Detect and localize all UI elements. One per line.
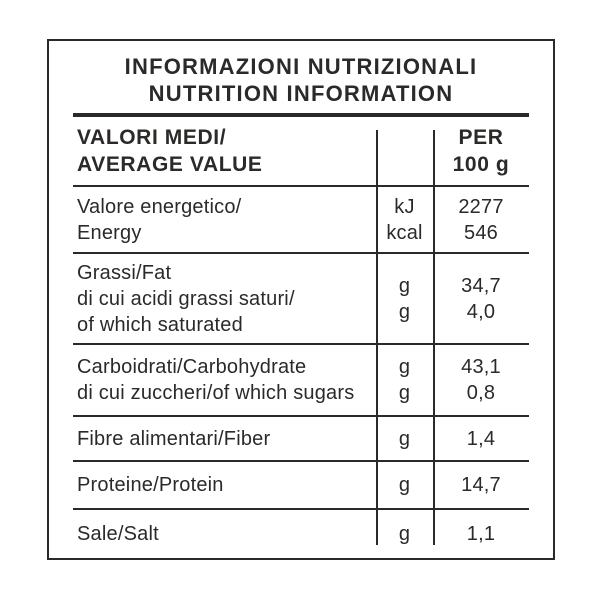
unit-kcal: kcal [386, 221, 423, 244]
value-fiber: 1,4 [466, 427, 496, 450]
label-title: INFORMAZIONI NUTRIZIONALI NUTRITION INFO… [49, 41, 553, 113]
row-label-salt: Sale/Salt [73, 510, 376, 558]
label-line: Proteine/Protein [77, 474, 224, 496]
column-divider-right [433, 130, 435, 545]
nutrition-table: VALORI MEDI/ AVERAGE VALUE PER 100 g Val… [73, 113, 529, 558]
table-row-fiber: Fibre alimentari/Fiber g 1,4 [73, 415, 529, 460]
header-per-100g: PER 100 g [433, 117, 529, 185]
header-per-line1: PER [458, 126, 504, 149]
value-kj: 2277 [458, 195, 504, 218]
unit-g: g [398, 300, 411, 323]
table-row-salt: Sale/Salt g 1,1 [73, 508, 529, 558]
value-cell-protein: 14,7 [433, 462, 529, 508]
value-saturated: 4,0 [466, 300, 496, 323]
unit-kj: kJ [394, 195, 415, 218]
label-line: Sale/Salt [77, 523, 159, 545]
value-cell-fiber: 1,4 [433, 417, 529, 460]
table-row-carbohydrate: Carboidrati/Carbohydrate di cui zuccheri… [73, 343, 529, 415]
table-row-fat: Grassi/Fat di cui acidi grassi saturi/ o… [73, 252, 529, 343]
unit-cell-fat: g g [376, 254, 433, 343]
header-label-english: AVERAGE VALUE [77, 153, 263, 176]
row-label-carbohydrate: Carboidrati/Carbohydrate di cui zuccheri… [73, 345, 376, 415]
title-line-english: NUTRITION INFORMATION [148, 81, 454, 106]
label-line: Energy [77, 221, 142, 244]
row-label-fiber: Fibre alimentari/Fiber [73, 417, 376, 460]
unit-cell-fiber: g [376, 417, 433, 460]
table-header-row: VALORI MEDI/ AVERAGE VALUE PER 100 g [73, 115, 529, 185]
header-unit-cell-empty [376, 117, 433, 185]
table-row-protein: Proteine/Protein g 14,7 [73, 460, 529, 508]
row-label-energy: Valore energetico/ Energy [73, 187, 376, 252]
value-cell-carbohydrate: 43,1 0,8 [433, 345, 529, 415]
table-row-energy: Valore energetico/ Energy kJ kcal 2277 5… [73, 185, 529, 252]
label-line: Carboidrati/Carbohydrate [77, 356, 307, 378]
value-sugars: 0,8 [466, 382, 496, 404]
title-line-italian: INFORMAZIONI NUTRIZIONALI [124, 54, 478, 79]
label-line: di cui zuccheri/of which sugars [77, 382, 355, 404]
label-line: Grassi/Fat [77, 261, 172, 284]
unit-g: g [398, 427, 411, 450]
value-carbohydrate: 43,1 [461, 356, 501, 378]
label-line: of which saturated [77, 313, 243, 336]
row-label-protein: Proteine/Protein [73, 462, 376, 508]
value-cell-energy: 2277 546 [433, 187, 529, 252]
column-divider-left [376, 130, 378, 545]
header-per-line2: 100 g [452, 153, 510, 176]
value-fat: 34,7 [461, 274, 501, 297]
unit-cell-protein: g [376, 462, 433, 508]
header-label-italian: VALORI MEDI/ [77, 126, 227, 149]
unit-g: g [398, 356, 411, 378]
label-line: Fibre alimentari/Fiber [77, 427, 271, 450]
unit-cell-carbohydrate: g g [376, 345, 433, 415]
nutrition-label: INFORMAZIONI NUTRIZIONALI NUTRITION INFO… [47, 39, 555, 560]
unit-g: g [398, 382, 411, 404]
value-cell-fat: 34,7 4,0 [433, 254, 529, 343]
label-line: Valore energetico/ [77, 195, 242, 218]
value-protein: 14,7 [461, 474, 501, 496]
row-label-fat: Grassi/Fat di cui acidi grassi saturi/ o… [73, 254, 376, 343]
value-kcal: 546 [464, 221, 498, 244]
value-salt: 1,1 [466, 523, 496, 545]
value-cell-salt: 1,1 [433, 510, 529, 558]
unit-cell-salt: g [376, 510, 433, 558]
unit-g: g [398, 474, 411, 496]
unit-g: g [398, 523, 411, 545]
label-line: di cui acidi grassi saturi/ [77, 287, 295, 310]
unit-cell-energy: kJ kcal [376, 187, 433, 252]
header-average-value: VALORI MEDI/ AVERAGE VALUE [73, 117, 376, 185]
unit-g: g [398, 274, 411, 297]
